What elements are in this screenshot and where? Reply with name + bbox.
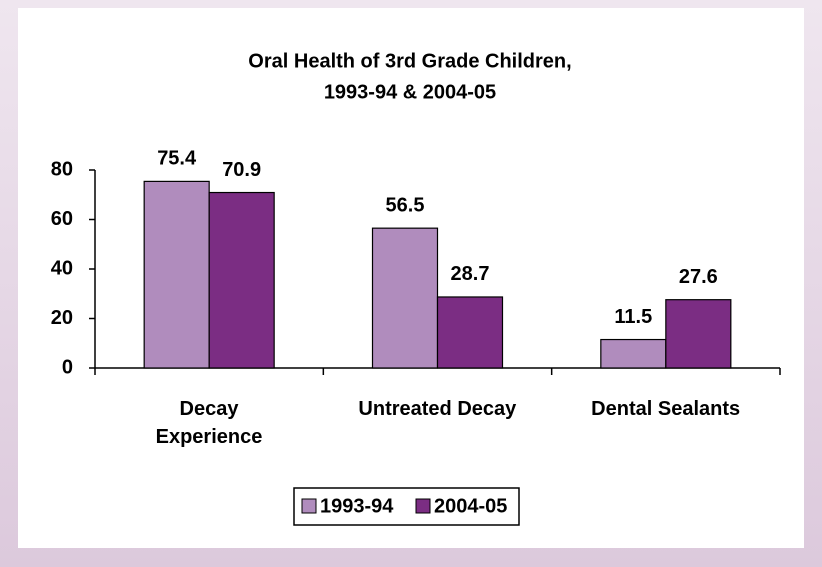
x-tick-label: Dental Sealants bbox=[591, 398, 741, 420]
chart-title: 1993-94 & 2004-05 bbox=[324, 81, 496, 103]
y-tick-label: 0 bbox=[62, 356, 73, 378]
x-tick-label: Untreated Decay bbox=[358, 398, 517, 420]
legend-swatch bbox=[415, 498, 431, 514]
legend-label: 2004-05 bbox=[434, 495, 507, 517]
data-label: 70.9 bbox=[222, 159, 261, 181]
bar bbox=[208, 191, 275, 369]
data-label: 27.6 bbox=[679, 266, 718, 288]
bar bbox=[143, 180, 210, 369]
data-label: 75.4 bbox=[157, 148, 197, 170]
data-label: 28.7 bbox=[451, 263, 490, 285]
x-tick-label: Decay Experience bbox=[155, 398, 263, 448]
bar bbox=[436, 296, 504, 369]
chart-title: Oral Health of 3rd Grade Children, bbox=[248, 50, 571, 72]
bar bbox=[600, 338, 667, 369]
bar bbox=[371, 227, 439, 369]
bar bbox=[665, 299, 732, 369]
y-tick-label: 40 bbox=[51, 257, 73, 279]
legend-box bbox=[293, 487, 520, 526]
legend-swatch bbox=[301, 498, 317, 514]
data-label: 56.5 bbox=[386, 194, 425, 216]
legend-label: 1993-94 bbox=[320, 495, 394, 517]
data-label: 11.5 bbox=[614, 306, 652, 328]
y-tick-label: 80 bbox=[51, 158, 73, 180]
y-tick-label: 20 bbox=[51, 307, 73, 329]
y-tick-label: 60 bbox=[51, 208, 73, 230]
